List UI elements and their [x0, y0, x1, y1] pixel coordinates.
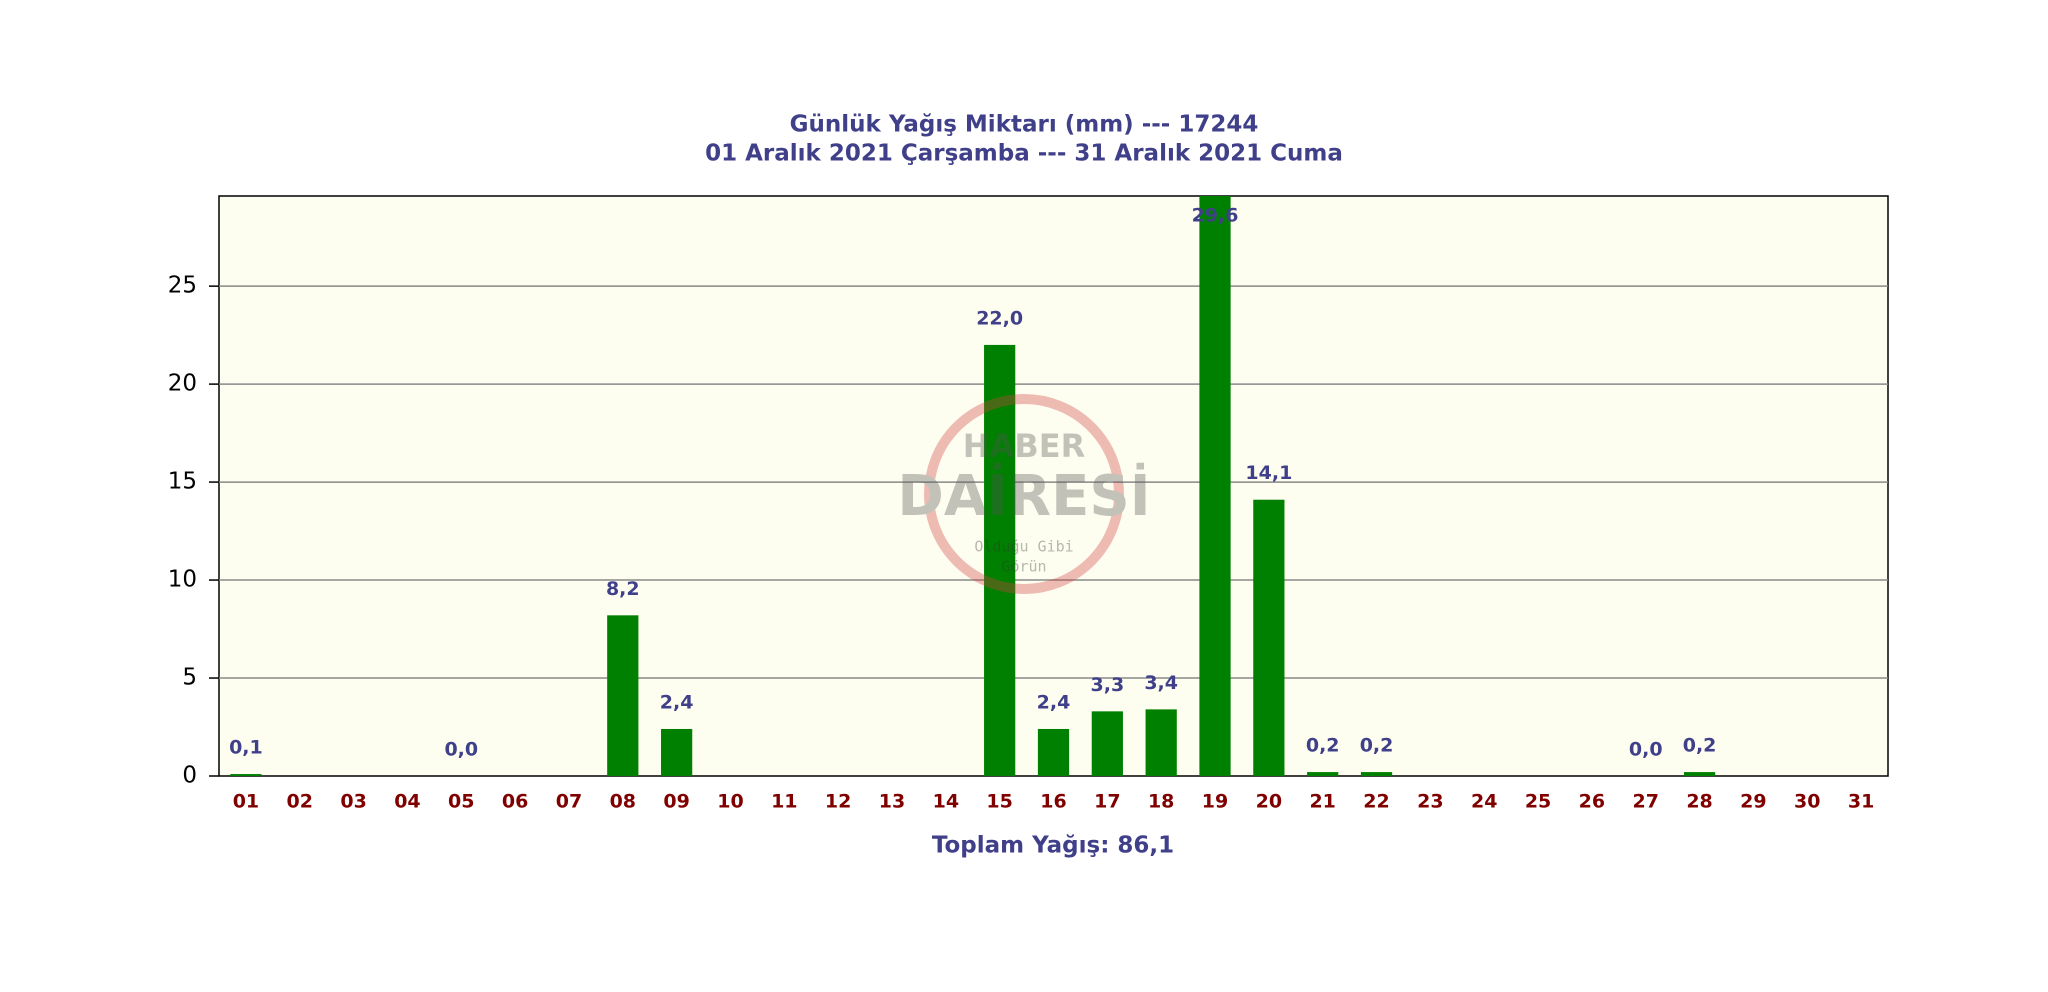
x-tick-label: 17 — [1094, 791, 1120, 813]
watermark-text: HABER — [963, 427, 1085, 465]
x-tick-label: 10 — [717, 791, 743, 813]
x-tick-label: 07 — [556, 791, 582, 813]
x-tick-label: 29 — [1740, 791, 1766, 813]
x-tick-label: 08 — [610, 791, 636, 813]
bar — [1145, 709, 1177, 776]
x-tick-label: 15 — [986, 791, 1012, 813]
x-tick-label: 11 — [771, 791, 797, 813]
watermark-ring — [924, 394, 1124, 594]
x-tick-label: 13 — [879, 791, 905, 813]
x-tick-label: 02 — [287, 791, 313, 813]
plot-area — [218, 195, 1889, 777]
data-label: 0,2 — [1306, 735, 1340, 757]
watermark-text: Görün — [1001, 558, 1046, 576]
data-label: 2,4 — [660, 691, 694, 713]
x-tick-label: 16 — [1040, 791, 1066, 813]
data-label: 0,0 — [1629, 739, 1663, 761]
x-tick-label: 20 — [1256, 791, 1282, 813]
x-tick-label: 21 — [1309, 791, 1335, 813]
bar — [1683, 772, 1716, 776]
data-label: 8,2 — [606, 578, 640, 600]
bar — [661, 728, 693, 776]
data-label: 14,1 — [1245, 462, 1292, 484]
chart-title: Günlük Yağış Miktarı (mm) --- 17244 — [790, 112, 1259, 138]
x-tick-label: 01 — [233, 791, 259, 813]
data-label: 0,2 — [1683, 735, 1717, 757]
x-tick-label: 28 — [1686, 791, 1712, 813]
x-tick-label: 22 — [1363, 791, 1389, 813]
x-tick-label: 14 — [933, 791, 959, 813]
y-tick-label: 10 — [168, 567, 197, 593]
bar — [1091, 711, 1123, 776]
watermark: HABER DAİRESİ Olduğu Gibi Görün — [897, 394, 1151, 594]
x-tick-label: 03 — [340, 791, 366, 813]
x-tick-label: 31 — [1848, 791, 1874, 813]
data-label: 22,0 — [976, 307, 1023, 329]
data-label: 29,6 — [1192, 205, 1239, 227]
data-label: 0,1 — [229, 737, 263, 759]
data-label: 0,0 — [444, 739, 478, 761]
total-label: Toplam Yağış: 86,1 — [932, 833, 1174, 859]
x-tick-label: 30 — [1794, 791, 1820, 813]
x-tick-label: 25 — [1525, 791, 1551, 813]
x-tick-label: 19 — [1202, 791, 1228, 813]
y-tick-label: 5 — [182, 665, 197, 691]
x-tick-label: 24 — [1471, 791, 1497, 813]
x-tick-label: 04 — [394, 791, 420, 813]
watermark-text: Olduğu Gibi — [974, 538, 1073, 556]
y-tick-label: 25 — [168, 273, 197, 299]
bar — [1253, 499, 1285, 776]
x-tick-label: 18 — [1148, 791, 1174, 813]
bar — [1037, 728, 1070, 776]
data-label: 3,3 — [1091, 674, 1125, 696]
x-tick-label: 26 — [1579, 791, 1605, 813]
bar — [1360, 772, 1393, 776]
bar — [607, 615, 639, 776]
watermark-text: DAİRESİ — [897, 464, 1150, 529]
bar — [1307, 772, 1339, 776]
x-tick-label: 06 — [502, 791, 528, 813]
x-tick-label: 09 — [663, 791, 689, 813]
y-tick-label: 15 — [168, 469, 197, 495]
data-label: 0,2 — [1360, 735, 1394, 757]
bar — [1199, 196, 1231, 776]
x-tick-label: 05 — [448, 791, 474, 813]
y-tick-label: 20 — [168, 371, 197, 397]
bar — [984, 344, 1016, 776]
data-label: 2,4 — [1037, 691, 1071, 713]
chart-subtitle: 01 Aralık 2021 Çarşamba --- 31 Aralık 20… — [705, 141, 1343, 167]
x-tick-label: 27 — [1632, 791, 1658, 813]
x-tick-label: 12 — [825, 791, 851, 813]
y-tick-label: 0 — [182, 763, 197, 789]
bar — [230, 774, 262, 776]
x-tick-label: 23 — [1417, 791, 1443, 813]
data-label: 3,4 — [1144, 672, 1178, 694]
